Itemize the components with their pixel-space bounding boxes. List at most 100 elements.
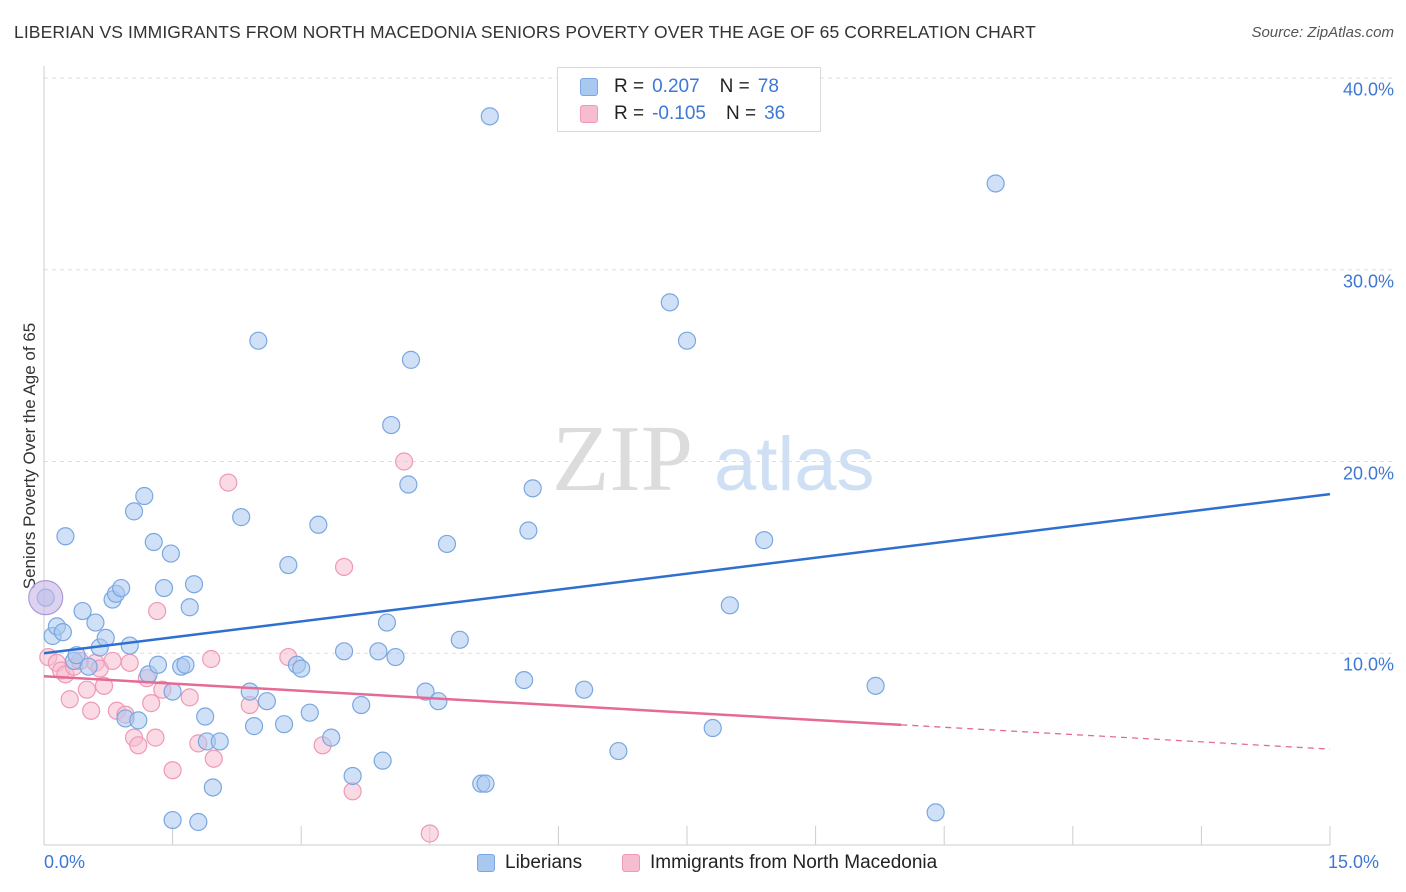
data-point <box>204 749 223 768</box>
legend-swatch-north-macedonia <box>580 105 598 123</box>
data-point <box>274 715 294 734</box>
series-name-north-macedonia: Immigrants from North Macedonia <box>650 852 938 873</box>
source-label: Source: ZipAtlas.com <box>1251 24 1394 41</box>
data-point <box>373 751 392 770</box>
legend-n-label: N = <box>725 103 757 124</box>
data-point <box>120 653 139 672</box>
x-tick-label-max: 15.0% <box>1328 852 1380 872</box>
legend-r-label: R = <box>614 103 645 124</box>
y-tick-label: 10.0% <box>1342 654 1394 675</box>
data-point <box>450 630 469 649</box>
data-point <box>420 824 439 843</box>
data-point <box>249 331 268 350</box>
data-point <box>112 578 131 598</box>
data-point <box>94 676 114 695</box>
data-point <box>180 688 199 707</box>
data-point <box>334 642 354 661</box>
series-legend-liberians: Liberians <box>477 852 582 874</box>
data-point <box>146 728 165 747</box>
watermark-zip: ZIP <box>552 407 693 511</box>
watermark-atlas: atlas <box>714 422 875 507</box>
data-point <box>56 527 75 546</box>
series-liberians-points <box>28 107 1005 832</box>
legend-row-north-macedonia: R = -0.105 N = 36 <box>580 101 805 127</box>
data-point <box>386 647 405 667</box>
series-swatch-north-macedonia <box>622 854 640 872</box>
watermark: ZIP atlas <box>552 407 875 511</box>
data-point <box>322 728 341 747</box>
data-point <box>180 598 199 617</box>
legend-r-value: -0.105 <box>652 103 706 124</box>
data-point <box>163 682 182 701</box>
legend-n-value: 36 <box>764 103 786 124</box>
data-point <box>399 475 418 494</box>
data-point <box>609 741 628 761</box>
data-point <box>720 596 739 615</box>
data-point <box>416 682 435 701</box>
legend-r-value: 0.207 <box>652 76 700 97</box>
data-point <box>309 515 328 534</box>
data-point <box>135 486 154 506</box>
data-point <box>300 703 319 722</box>
y-tick-label: 30.0% <box>1342 271 1394 292</box>
data-point <box>148 655 168 674</box>
data-point <box>176 655 195 674</box>
data-point <box>394 452 414 471</box>
data-point <box>480 107 499 126</box>
data-point <box>189 812 208 832</box>
series-legend-north-macedonia: Immigrants from North Macedonia <box>622 852 937 874</box>
data-point <box>103 651 122 671</box>
data-point <box>144 532 163 552</box>
data-point <box>129 711 148 730</box>
data-point <box>986 174 1005 193</box>
y-tick-label: 20.0% <box>1342 463 1394 483</box>
data-point <box>334 557 354 577</box>
grid-lines <box>44 77 1395 654</box>
trend-line-liberians <box>43 492 1331 655</box>
data-point <box>677 331 697 350</box>
correlation-legend: R = 0.207 N = 78 R = -0.105 N = 36 <box>557 67 821 132</box>
legend-n-label: N = <box>719 76 750 97</box>
data-point <box>210 732 229 751</box>
data-point <box>926 803 945 822</box>
data-point <box>82 701 101 720</box>
data-point <box>148 601 167 621</box>
y-tick-label: 40.0% <box>1342 79 1394 100</box>
data-point <box>77 680 96 699</box>
data-point <box>73 601 92 621</box>
series-swatch-liberians <box>477 854 495 872</box>
chart-title: LIBERIAN VS IMMIGRANTS FROM NORTH MACEDO… <box>14 22 1036 42</box>
data-point <box>53 623 72 642</box>
data-point <box>161 544 180 563</box>
data-point <box>142 694 161 713</box>
data-point <box>196 707 215 726</box>
data-point <box>120 636 139 655</box>
data-point <box>86 613 105 632</box>
x-tick-label-min: 0.0% <box>44 852 86 872</box>
legend-r-label: R = <box>614 76 645 97</box>
data-point-cluster <box>28 580 64 616</box>
data-point <box>377 613 397 632</box>
data-point <box>703 718 722 738</box>
data-point <box>60 690 79 709</box>
data-point <box>519 521 538 540</box>
data-point <box>244 717 264 736</box>
legend-row-liberians: R = 0.207 N = 78 <box>580 74 799 100</box>
data-point <box>755 531 774 550</box>
data-point <box>660 293 679 312</box>
data-point <box>79 657 98 676</box>
data-point <box>369 642 388 661</box>
data-point <box>279 555 298 575</box>
data-point <box>352 695 371 715</box>
data-point <box>232 508 251 527</box>
trend-line-north-macedonia <box>43 675 902 727</box>
data-point <box>219 473 238 492</box>
data-point <box>866 676 885 695</box>
data-point <box>575 680 594 699</box>
series-name-liberians: Liberians <box>505 852 583 873</box>
data-point <box>476 774 495 793</box>
data-point <box>163 761 182 780</box>
data-point <box>240 682 259 701</box>
data-point <box>515 670 534 690</box>
